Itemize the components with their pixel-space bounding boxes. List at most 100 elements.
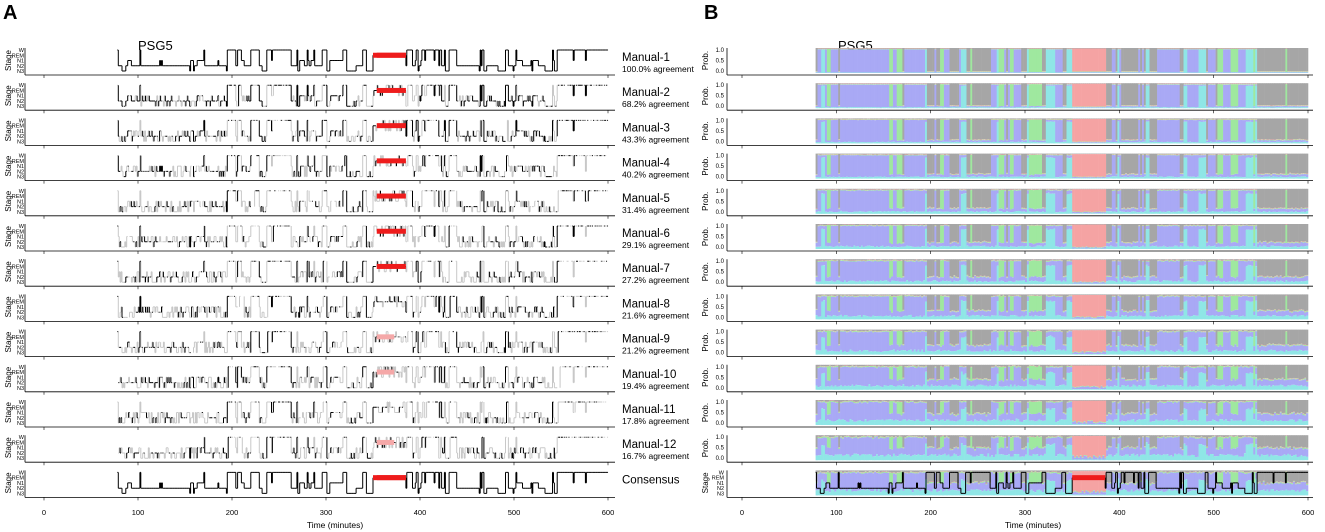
probability-stack-segment	[821, 85, 824, 109]
probability-stack-segment	[1192, 142, 1196, 144]
probability-stack-segment	[987, 173, 990, 175]
probability-stack-segment	[1019, 142, 1022, 144]
probability-stack-segment	[966, 118, 969, 140]
probability-stack-segment	[902, 48, 905, 72]
probability-stack-segment	[1279, 83, 1282, 106]
probability-stack-segment	[1204, 121, 1207, 144]
probability-stack-segment	[1260, 141, 1263, 144]
probability-stack-segment	[926, 140, 930, 143]
probability-stack-segment	[1125, 48, 1128, 72]
probability-stack-segment	[1206, 140, 1209, 141]
probability-stack-segment	[966, 174, 969, 177]
probability-stack-segment	[925, 121, 928, 144]
probability-stack-segment	[1023, 140, 1026, 143]
probability-stack-segment	[1285, 107, 1288, 109]
probability-stack-segment	[925, 84, 928, 85]
probability-stack-segment	[1126, 83, 1130, 106]
probability-stack-segment	[1019, 176, 1022, 179]
probability-stack-segment	[1228, 107, 1231, 109]
probability-stack-segment	[847, 49, 850, 73]
probability-stack-segment	[1230, 140, 1233, 143]
probability-stack-segment	[1179, 118, 1182, 140]
probability-stack-segment	[1051, 154, 1054, 156]
stage-tick-label: REM	[12, 229, 25, 235]
probability-stack-segment	[892, 107, 896, 109]
probability-stack-segment	[870, 155, 873, 177]
prob-tick-label: 0.5	[716, 164, 725, 170]
probability-stack-segment	[1025, 48, 1028, 72]
probability-stack-segment	[913, 119, 916, 120]
rem-period-bar	[376, 439, 395, 445]
probability-stack-segment	[1013, 118, 1016, 119]
probability-stack-segment	[943, 120, 947, 142]
probability-stack-segment	[840, 177, 843, 179]
probability-stack-segment	[1221, 83, 1224, 84]
probability-stack-segment	[1208, 107, 1211, 109]
probability-stack-segment	[889, 118, 892, 120]
probability-stack-segment	[842, 120, 845, 143]
probability-stack-segment	[1260, 106, 1263, 108]
probability-stack-segment	[834, 107, 837, 109]
probability-stack-segment	[1123, 118, 1126, 140]
probability-stack-segment	[840, 49, 843, 73]
probability-stack-segment	[1275, 83, 1279, 106]
probability-stack-segment	[1260, 140, 1263, 142]
probability-stack-segment	[1298, 83, 1301, 106]
probability-stack-segment	[1066, 83, 1069, 84]
stage-tick-label: N2	[17, 134, 24, 140]
probability-stack-segment	[1006, 174, 1009, 177]
probability-stack-segment	[989, 174, 992, 177]
probability-stack-segment	[1196, 84, 1199, 85]
probability-stack-segment	[1142, 119, 1145, 142]
probability-stack-segment	[1017, 176, 1020, 179]
probability-stack-segment	[917, 153, 920, 155]
probability-stack-segment	[872, 84, 875, 108]
probability-stack-segment	[1059, 176, 1062, 179]
probability-stack-segment	[1270, 118, 1273, 140]
x-tick-label: 200	[226, 508, 239, 517]
probability-stack-segment	[1038, 84, 1041, 107]
probability-stack-segment	[1153, 140, 1156, 142]
probability-stack-segment	[947, 84, 950, 85]
probability-stack-segment	[881, 119, 884, 120]
probability-stack-segment	[972, 140, 975, 141]
probability-stack-segment	[1087, 83, 1090, 107]
probability-stack-segment	[1164, 107, 1167, 109]
probability-stack-segment	[994, 107, 997, 109]
probability-stack-segment	[1087, 154, 1090, 177]
probability-stack-segment	[1091, 142, 1094, 143]
probability-stack-segment	[828, 118, 831, 120]
probability-stack-segment	[915, 49, 918, 73]
probability-stack-segment	[830, 49, 833, 73]
probability-stack-segment	[1115, 106, 1118, 108]
probability-stack-segment	[1130, 140, 1133, 141]
manual-scorer-label: Manual-12	[622, 439, 676, 451]
probability-stack-segment	[1238, 107, 1241, 109]
probability-stack-segment	[1157, 49, 1160, 73]
probability-stack-segment	[923, 153, 926, 155]
probability-stack-segment	[1028, 140, 1031, 142]
probability-stack-segment	[853, 118, 856, 119]
probability-stack-segment	[1247, 83, 1250, 84]
probability-stack-segment	[1160, 49, 1163, 73]
probability-stack-segment	[823, 154, 826, 156]
probability-stack-segment	[1130, 142, 1133, 144]
probability-stack-segment	[881, 155, 884, 178]
probability-stack-segment	[1132, 140, 1135, 143]
probability-stack-segment	[1296, 83, 1299, 106]
probability-stack-segment	[928, 83, 931, 106]
probability-stack-segment	[908, 107, 911, 109]
probability-stack-segment	[1102, 142, 1105, 143]
probability-stack-segment	[994, 119, 997, 121]
probability-stack-segment	[926, 177, 930, 179]
probability-stack-segment	[940, 154, 943, 175]
probability-stack-segment	[1011, 154, 1014, 175]
probability-stack-segment	[1208, 84, 1211, 85]
probability-stack-segment	[1275, 140, 1279, 142]
probability-stack-segment	[859, 155, 862, 177]
probability-stack-segment	[955, 174, 958, 175]
probability-stack-segment	[992, 49, 996, 73]
probability-stack-segment	[930, 176, 933, 179]
probability-stack-segment	[932, 173, 935, 175]
probability-stack-segment	[1128, 105, 1131, 107]
